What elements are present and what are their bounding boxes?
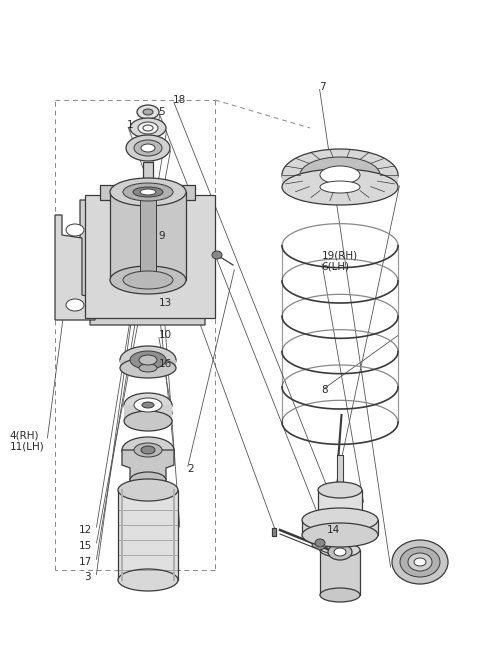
Ellipse shape	[134, 398, 162, 412]
Ellipse shape	[130, 351, 166, 369]
Polygon shape	[85, 195, 215, 318]
Ellipse shape	[282, 149, 398, 201]
Polygon shape	[282, 175, 398, 187]
Ellipse shape	[141, 144, 155, 152]
Ellipse shape	[120, 358, 176, 378]
Polygon shape	[337, 455, 343, 490]
Ellipse shape	[120, 346, 176, 374]
Ellipse shape	[66, 299, 84, 311]
Ellipse shape	[320, 181, 360, 193]
Ellipse shape	[139, 364, 157, 372]
Polygon shape	[195, 215, 215, 285]
Text: 7: 7	[319, 81, 326, 92]
Ellipse shape	[124, 393, 172, 417]
Ellipse shape	[123, 271, 173, 289]
Ellipse shape	[315, 539, 325, 547]
Ellipse shape	[133, 187, 163, 197]
Polygon shape	[110, 192, 186, 280]
Ellipse shape	[143, 109, 153, 115]
Ellipse shape	[110, 178, 186, 206]
Polygon shape	[318, 490, 362, 520]
Ellipse shape	[320, 543, 360, 557]
Polygon shape	[143, 162, 153, 187]
Text: 2: 2	[187, 464, 194, 474]
Text: 17: 17	[79, 557, 93, 567]
Ellipse shape	[122, 437, 174, 463]
Ellipse shape	[134, 140, 162, 156]
Ellipse shape	[400, 547, 440, 577]
Ellipse shape	[282, 169, 398, 205]
Ellipse shape	[334, 548, 346, 556]
Ellipse shape	[118, 479, 178, 501]
Ellipse shape	[408, 553, 432, 571]
Ellipse shape	[141, 446, 155, 454]
Text: 13: 13	[158, 298, 172, 308]
Ellipse shape	[212, 251, 222, 259]
Ellipse shape	[300, 157, 380, 193]
Ellipse shape	[126, 135, 170, 161]
Polygon shape	[312, 536, 328, 550]
Ellipse shape	[138, 122, 158, 134]
Ellipse shape	[140, 189, 156, 195]
Polygon shape	[320, 550, 360, 595]
Ellipse shape	[302, 508, 378, 532]
Text: 3: 3	[84, 572, 91, 583]
Ellipse shape	[130, 472, 166, 488]
Ellipse shape	[414, 558, 426, 566]
Text: 14: 14	[326, 525, 340, 535]
Text: 19(RH)
6(LH): 19(RH) 6(LH)	[322, 251, 358, 272]
Ellipse shape	[328, 544, 352, 560]
Ellipse shape	[318, 482, 362, 498]
Text: 8: 8	[322, 385, 328, 396]
Ellipse shape	[392, 540, 448, 584]
Ellipse shape	[123, 183, 173, 201]
Polygon shape	[118, 490, 178, 580]
Ellipse shape	[302, 523, 378, 547]
Text: 9: 9	[158, 231, 165, 241]
Polygon shape	[120, 360, 176, 368]
Text: 5: 5	[158, 106, 165, 117]
Ellipse shape	[142, 402, 154, 408]
Ellipse shape	[130, 118, 166, 138]
Text: 10: 10	[158, 329, 171, 340]
Polygon shape	[272, 528, 276, 536]
Text: 18: 18	[173, 94, 186, 105]
Ellipse shape	[320, 166, 360, 184]
Ellipse shape	[118, 569, 178, 591]
Text: 15: 15	[79, 541, 93, 551]
Text: 12: 12	[79, 525, 93, 535]
Ellipse shape	[139, 355, 157, 365]
Polygon shape	[80, 200, 215, 325]
Text: 1: 1	[127, 119, 134, 130]
Polygon shape	[302, 520, 378, 535]
Ellipse shape	[318, 512, 362, 528]
Ellipse shape	[143, 125, 153, 131]
Ellipse shape	[134, 443, 162, 457]
Polygon shape	[140, 192, 156, 280]
Ellipse shape	[320, 588, 360, 602]
Polygon shape	[122, 450, 174, 480]
Polygon shape	[55, 215, 95, 320]
Ellipse shape	[137, 105, 159, 119]
Ellipse shape	[110, 266, 186, 294]
Polygon shape	[100, 185, 195, 200]
Text: 4(RH)
11(LH): 4(RH) 11(LH)	[10, 430, 44, 451]
Ellipse shape	[66, 224, 84, 236]
Polygon shape	[124, 405, 172, 421]
Ellipse shape	[124, 411, 172, 431]
Text: 16: 16	[158, 359, 172, 369]
